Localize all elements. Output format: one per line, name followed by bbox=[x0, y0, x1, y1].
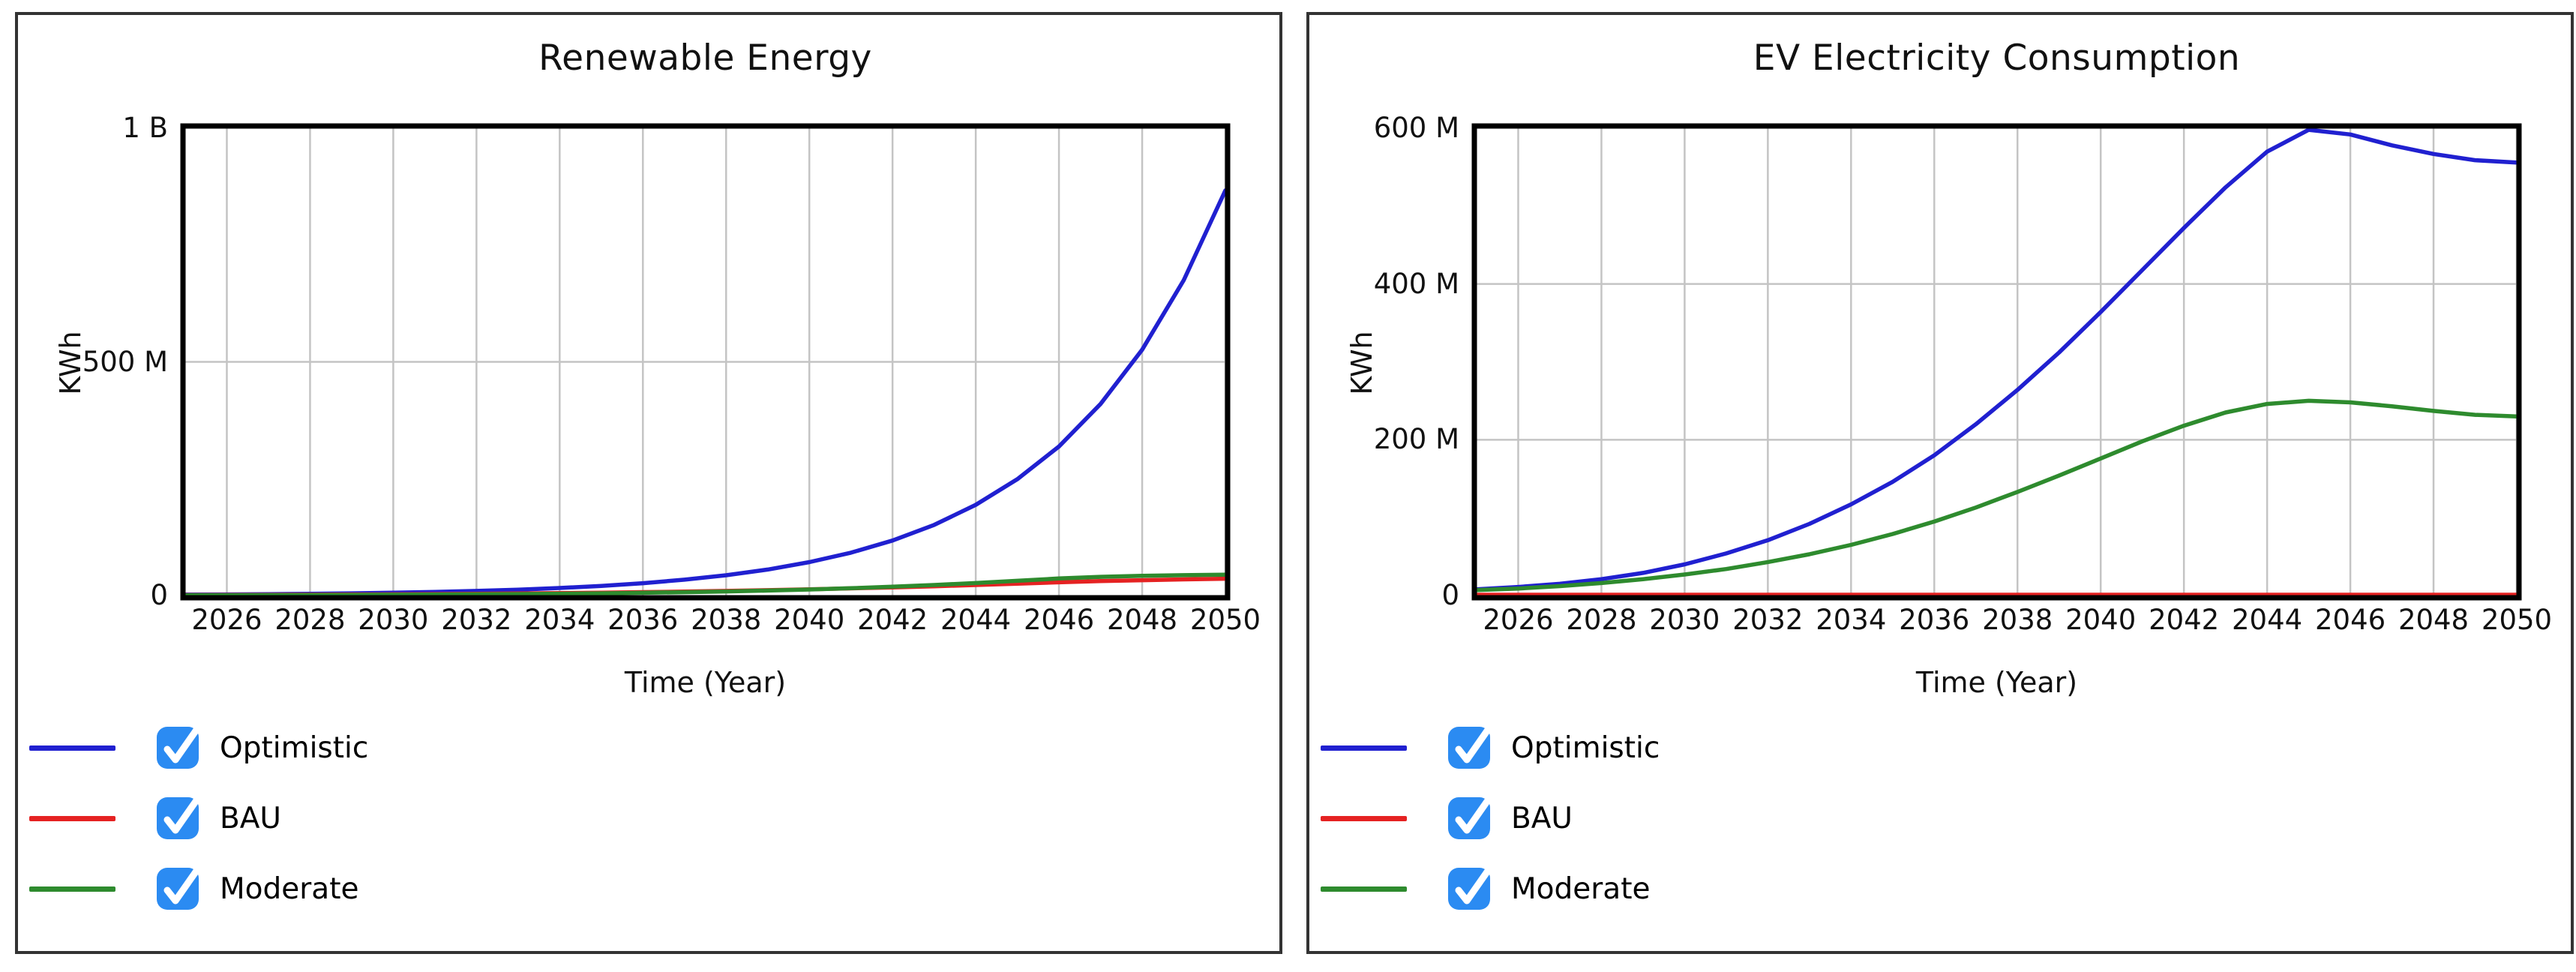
y-tick-label: 600 M bbox=[1373, 112, 1459, 144]
legend-item-moderate: Moderate bbox=[29, 867, 368, 910]
axis-frame bbox=[180, 123, 1231, 601]
legend-label-moderate: Moderate bbox=[1511, 872, 1651, 906]
page-title: EV Electricity Consumption bbox=[1753, 38, 2241, 79]
plot-area bbox=[1471, 123, 2522, 601]
x-tick-label: 2040 bbox=[2065, 604, 2137, 636]
x-tick-label: 2038 bbox=[691, 604, 762, 636]
legend-line-swatch-bau bbox=[29, 815, 115, 821]
legend-line-swatch-optimistic bbox=[29, 745, 115, 751]
x-tick-label: 2028 bbox=[274, 604, 346, 636]
plot-svg bbox=[180, 123, 1231, 601]
page-title: Renewable Energy bbox=[538, 38, 872, 79]
legend-checkbox-optimistic[interactable] bbox=[157, 726, 200, 769]
legend-item-moderate: Moderate bbox=[1321, 867, 1660, 910]
plot-svg bbox=[1471, 123, 2522, 601]
legend-label-optimistic: Optimistic bbox=[220, 730, 369, 765]
x-tick-label: 2046 bbox=[1023, 604, 1095, 636]
x-tick-label: 2038 bbox=[1982, 604, 2053, 636]
series-line-optimistic bbox=[1474, 128, 2519, 592]
series-line-moderate bbox=[1474, 398, 2519, 592]
checkmark-icon bbox=[163, 867, 200, 904]
plot-area bbox=[180, 123, 1231, 601]
series-line-optimistic bbox=[183, 188, 1228, 597]
checkmark-icon bbox=[163, 726, 200, 764]
legend-label-optimistic: Optimistic bbox=[1511, 730, 1660, 765]
x-tick-label: 2042 bbox=[2149, 604, 2220, 636]
x-tick-label: 2034 bbox=[1816, 604, 1887, 636]
panel-ev-electricity-consumption: EV Electricity Consumption KWh 0 200 M 400… bbox=[1306, 12, 2574, 954]
legend-label-bau: BAU bbox=[1511, 801, 1573, 836]
legend-label-moderate: Moderate bbox=[220, 872, 359, 906]
x-tick-label: 2044 bbox=[2232, 604, 2303, 636]
y-tick-label: 400 M bbox=[1373, 267, 1459, 300]
x-tick-label: 2046 bbox=[2314, 604, 2386, 636]
x-tick-label: 2026 bbox=[1483, 604, 1554, 636]
legend-line-swatch-optimistic bbox=[1321, 745, 1407, 751]
y-tick-label: 500 M bbox=[82, 345, 168, 378]
x-tick-label: 2030 bbox=[1649, 604, 1720, 636]
legend-line-swatch-moderate bbox=[1321, 886, 1407, 892]
legend-label-bau: BAU bbox=[220, 801, 281, 836]
y-axis-ticks: 0 200 M 400 M 600 M bbox=[1309, 112, 1459, 611]
legend-item-optimistic: Optimistic bbox=[1321, 726, 1660, 770]
x-tick-label: 2026 bbox=[191, 604, 262, 636]
legend-item-bau: BAU bbox=[1321, 796, 1660, 840]
axis-frame bbox=[1471, 123, 2522, 601]
y-tick-label: 1 B bbox=[122, 112, 168, 144]
x-tick-label: 2032 bbox=[441, 604, 512, 636]
checkmark-icon bbox=[1455, 796, 1492, 834]
y-tick-label: 0 bbox=[150, 579, 168, 611]
x-tick-label: 2050 bbox=[2481, 604, 2553, 636]
checkmark-icon bbox=[1455, 726, 1492, 764]
x-tick-label: 2044 bbox=[940, 604, 1012, 636]
x-tick-label: 2040 bbox=[774, 604, 845, 636]
legend-line-swatch-bau bbox=[1321, 815, 1407, 821]
x-axis-ticks: 2026 2028 2030 2032 2034 2036 2038 2040 2042 2044… bbox=[185, 603, 1261, 640]
legend-item-bau: BAU bbox=[29, 796, 368, 840]
checkmark-icon bbox=[163, 796, 200, 834]
x-axis-label: Time (Year) bbox=[624, 666, 787, 699]
x-tick-label: 2034 bbox=[524, 604, 595, 636]
x-tick-label: 2036 bbox=[607, 604, 679, 636]
legend-checkbox-moderate[interactable] bbox=[1448, 867, 1492, 910]
x-tick-label: 2050 bbox=[1189, 604, 1261, 636]
legend-checkbox-bau[interactable] bbox=[1448, 796, 1492, 839]
y-tick-label: 200 M bbox=[1373, 423, 1459, 456]
y-axis-ticks: 0 500 M 1 B bbox=[18, 112, 168, 611]
x-tick-label: 2028 bbox=[1566, 604, 1637, 636]
legend-checkbox-moderate[interactable] bbox=[157, 867, 200, 910]
legend-item-optimistic: Optimistic bbox=[29, 726, 368, 770]
legend-checkbox-bau[interactable] bbox=[157, 796, 200, 839]
legend-line-swatch-moderate bbox=[29, 886, 115, 892]
x-tick-label: 2048 bbox=[1106, 604, 1178, 636]
x-tick-label: 2032 bbox=[1732, 604, 1804, 636]
x-tick-label: 2048 bbox=[2398, 604, 2470, 636]
y-tick-label: 0 bbox=[1441, 579, 1459, 611]
x-axis-label: Time (Year) bbox=[1915, 666, 2078, 699]
x-tick-label: 2030 bbox=[358, 604, 429, 636]
series-line-moderate bbox=[183, 572, 1228, 598]
x-axis-ticks: 2026 2028 2030 2032 2034 2036 2038 2040 2042 2044… bbox=[1477, 603, 2552, 640]
checkmark-icon bbox=[1455, 867, 1492, 904]
x-tick-label: 2036 bbox=[1899, 604, 1970, 636]
legend: Optimistic BAU Moderate bbox=[1321, 726, 1660, 938]
x-tick-label: 2042 bbox=[857, 604, 928, 636]
legend: Optimistic BAU Moderate bbox=[29, 726, 368, 938]
legend-checkbox-optimistic[interactable] bbox=[1448, 726, 1492, 769]
